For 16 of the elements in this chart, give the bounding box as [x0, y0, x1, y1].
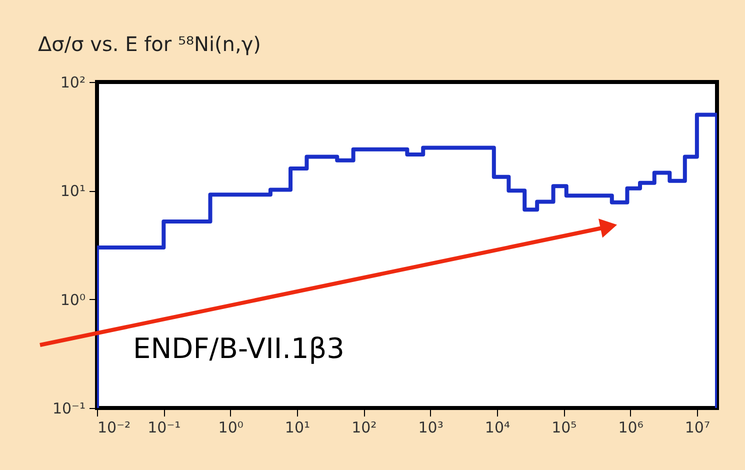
y-tick-label: 10¹: [60, 182, 86, 200]
x-tick-label: 10⁵: [552, 418, 577, 436]
x-tick-label: 10⁷: [684, 418, 710, 436]
x-tick-label: 10⁰: [218, 418, 244, 436]
x-tick-label: 10⁴: [484, 418, 510, 436]
x-tick-label: 10¹: [284, 418, 310, 436]
x-tick-label: 10²: [352, 418, 377, 436]
x-tick-label: 10³: [418, 418, 444, 436]
annotation: ENDF/B-VII.1β3: [133, 332, 344, 365]
y-tick-label: 10⁰: [60, 290, 86, 309]
x-tick-label: 10⁻²: [98, 418, 131, 436]
x-tick-label: 10⁶: [618, 418, 644, 436]
x-tick-label: 10⁻¹: [148, 418, 181, 436]
y-tick-label: 10²: [60, 74, 86, 92]
chart-title: Δσ/σ vs. E for ⁵⁸Ni(n,γ): [38, 32, 261, 56]
y-tick-label: 10⁻¹: [52, 400, 86, 418]
